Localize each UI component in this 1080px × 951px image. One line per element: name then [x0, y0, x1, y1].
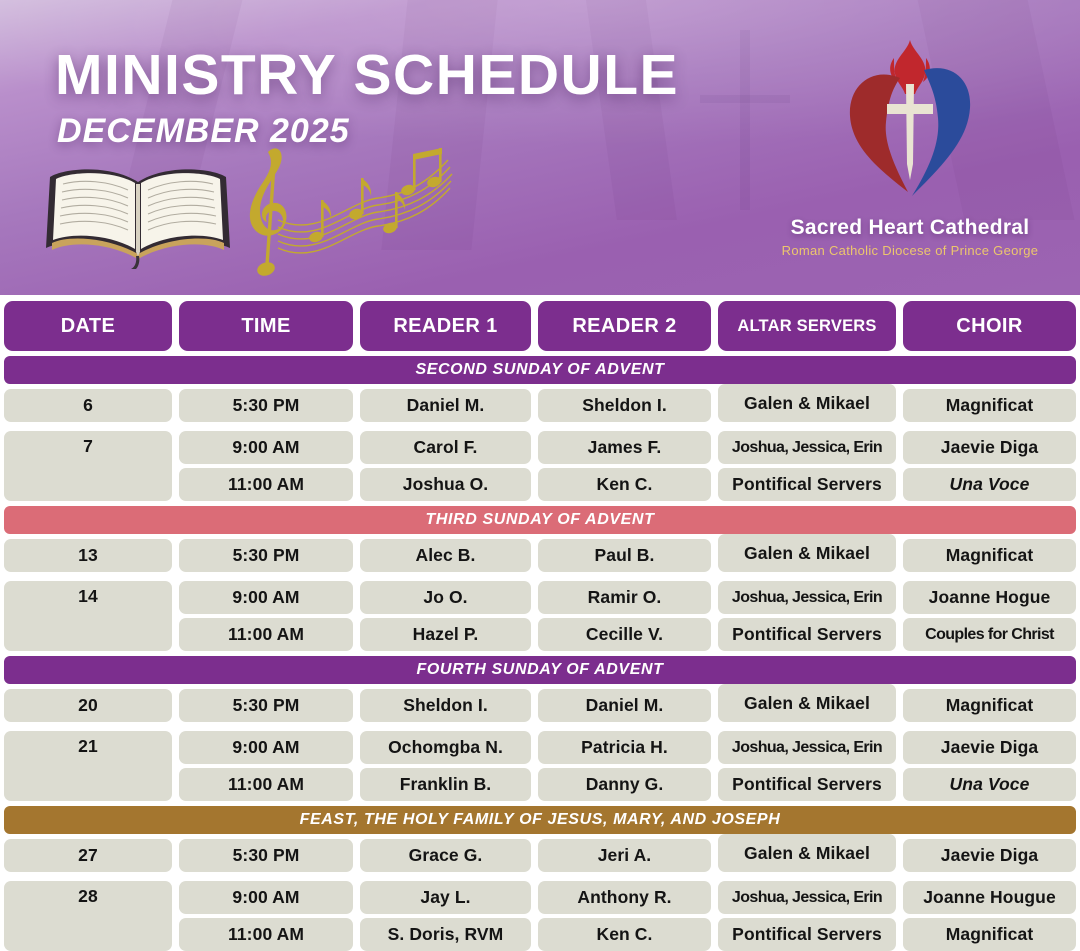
cell-reader1: Jo O. — [360, 581, 531, 614]
column-header-reader-2: READER 2 — [538, 301, 711, 351]
org-tagline: Roman Catholic Diocese of Prince George — [781, 243, 1039, 258]
cell-reader2: Daniel M. — [538, 689, 711, 722]
cell-choir: Couples for Christ — [903, 618, 1076, 651]
cell-date: 7 — [4, 431, 172, 501]
cell-choir: Jaevie Diga — [903, 839, 1076, 872]
cell-reader2: Ken C. — [538, 918, 711, 951]
cell-reader2: Paul B. — [538, 539, 711, 572]
cell-altar-servers: Pontifical Servers — [718, 618, 896, 651]
cell-reader1: Daniel M. — [360, 389, 531, 422]
org-branding: Sacred Heart Cathedral Roman Catholic Di… — [760, 38, 1060, 258]
page-title: MINISTRY SCHEDULE — [55, 43, 680, 107]
cell-choir: Una Voce — [903, 468, 1076, 501]
cell-reader1: Franklin B. — [360, 768, 531, 801]
cell-date: 20 — [4, 689, 172, 722]
cell-reader2: Patricia H. — [538, 731, 711, 764]
cell-altar-servers: Galen & Mikael — [718, 684, 896, 722]
cell-reader1: Grace G. — [360, 839, 531, 872]
cell-date: 13 — [4, 539, 172, 572]
cell-altar-servers: Pontifical Servers — [718, 468, 896, 501]
section-header-bar: FOURTH SUNDAY OF ADVENT — [4, 656, 1076, 684]
schedule-sections: SECOND SUNDAY OF ADVENT 6 5:30 PM Daniel M.… — [4, 356, 1076, 951]
column-header-reader-1: READER 1 — [360, 301, 531, 351]
cell-reader2: Jeri A. — [538, 839, 711, 872]
cell-date: 14 — [4, 581, 172, 651]
cell-time: 5:30 PM — [179, 689, 353, 722]
cell-date: 6 — [4, 389, 172, 422]
hero-banner: MINISTRY SCHEDULE DECEMBER 2025 — [0, 0, 1080, 295]
cell-date: 21 — [4, 731, 172, 801]
cell-choir: Magnificat — [903, 689, 1076, 722]
section-rows: 27 5:30 PM Grace G. Jeri A. Galen & Mikael Ja… — [4, 834, 1076, 951]
cell-choir: Joanne Hougue — [903, 881, 1076, 914]
cell-date: 27 — [4, 839, 172, 872]
cell-time: 9:00 AM — [179, 881, 353, 914]
column-header-altar-servers: ALTAR SERVERS — [718, 301, 896, 351]
cell-reader2: Danny G. — [538, 768, 711, 801]
section-header-bar: FEAST, THE HOLY FAMILY OF JESUS, MARY, A… — [4, 806, 1076, 834]
cell-time: 11:00 AM — [179, 768, 353, 801]
cell-time: 5:30 PM — [179, 539, 353, 572]
column-header-row: DATE TIME READER 1 READER 2 ALTAR SERVERS CHO… — [4, 301, 1076, 351]
section-rows: 6 5:30 PM Daniel M. Sheldon I. Galen & Mikae… — [4, 384, 1076, 501]
cell-date: 28 — [4, 881, 172, 951]
cell-reader1: Ochomgba N. — [360, 731, 531, 764]
cell-time: 11:00 AM — [179, 468, 353, 501]
cell-reader2: Sheldon I. — [538, 389, 711, 422]
cell-reader2: Ramir O. — [538, 581, 711, 614]
cell-reader2: Cecille V. — [538, 618, 711, 651]
cell-choir: Magnificat — [903, 918, 1076, 951]
section-rows: 20 5:30 PM Sheldon I. Daniel M. Galen & Mika… — [4, 684, 1076, 801]
page-subtitle: DECEMBER 2025 — [57, 112, 350, 150]
cell-altar-servers: Galen & Mikael — [718, 534, 896, 572]
cell-time: 11:00 AM — [179, 918, 353, 951]
cell-time: 11:00 AM — [179, 618, 353, 651]
column-header-date: DATE — [4, 301, 172, 351]
cell-altar-servers: Joshua, Jessica, Erin — [718, 431, 896, 464]
column-header-choir: CHOIR — [903, 301, 1076, 351]
cell-altar-servers: Joshua, Jessica, Erin — [718, 881, 896, 914]
cell-altar-servers: Pontifical Servers — [718, 768, 896, 801]
section-header-bar: SECOND SUNDAY OF ADVENT — [4, 356, 1076, 384]
cell-reader1: Hazel P. — [360, 618, 531, 651]
cell-reader2: Anthony R. — [538, 881, 711, 914]
cell-altar-servers: Galen & Mikael — [718, 834, 896, 872]
background-pillar — [583, 0, 677, 220]
cell-time: 9:00 AM — [179, 431, 353, 464]
cell-choir: Jaevie Diga — [903, 731, 1076, 764]
org-name: Sacred Heart Cathedral — [790, 216, 1030, 239]
cell-time: 9:00 AM — [179, 581, 353, 614]
cell-choir: Jaevie Diga — [903, 431, 1076, 464]
cell-reader1: Sheldon I. — [360, 689, 531, 722]
cell-choir: Magnificat — [903, 389, 1076, 422]
section-header-bar: THIRD SUNDAY OF ADVENT — [4, 506, 1076, 534]
cell-time: 9:00 AM — [179, 731, 353, 764]
cell-reader1: Jay L. — [360, 881, 531, 914]
cell-altar-servers: Joshua, Jessica, Erin — [718, 581, 896, 614]
column-header-time: TIME — [179, 301, 353, 351]
cell-altar-servers: Pontifical Servers — [718, 918, 896, 951]
section-rows: 13 5:30 PM Alec B. Paul B. Galen & Mikael Mag… — [4, 534, 1076, 651]
cell-reader2: James F. — [538, 431, 711, 464]
cell-altar-servers: Joshua, Jessica, Erin — [718, 731, 896, 764]
music-notes-icon — [249, 148, 453, 276]
cell-choir: Una Voce — [903, 768, 1076, 801]
background-cross-vertical — [740, 30, 750, 210]
cell-time: 5:30 PM — [179, 839, 353, 872]
schedule-table: DATE TIME READER 1 READER 2 ALTAR SERVERS CHO… — [0, 295, 1080, 951]
cell-reader1: Carol F. — [360, 431, 531, 464]
cell-reader1: Joshua O. — [360, 468, 531, 501]
cell-choir: Joanne Hogue — [903, 581, 1076, 614]
cell-reader2: Ken C. — [538, 468, 711, 501]
cell-altar-servers: Galen & Mikael — [718, 384, 896, 422]
cell-choir: Magnificat — [903, 539, 1076, 572]
cell-time: 5:30 PM — [179, 389, 353, 422]
cell-reader1: Alec B. — [360, 539, 531, 572]
sacred-heart-logo — [849, 40, 971, 196]
open-bible-icon — [46, 169, 230, 269]
cell-reader1: S. Doris, RVM — [360, 918, 531, 951]
